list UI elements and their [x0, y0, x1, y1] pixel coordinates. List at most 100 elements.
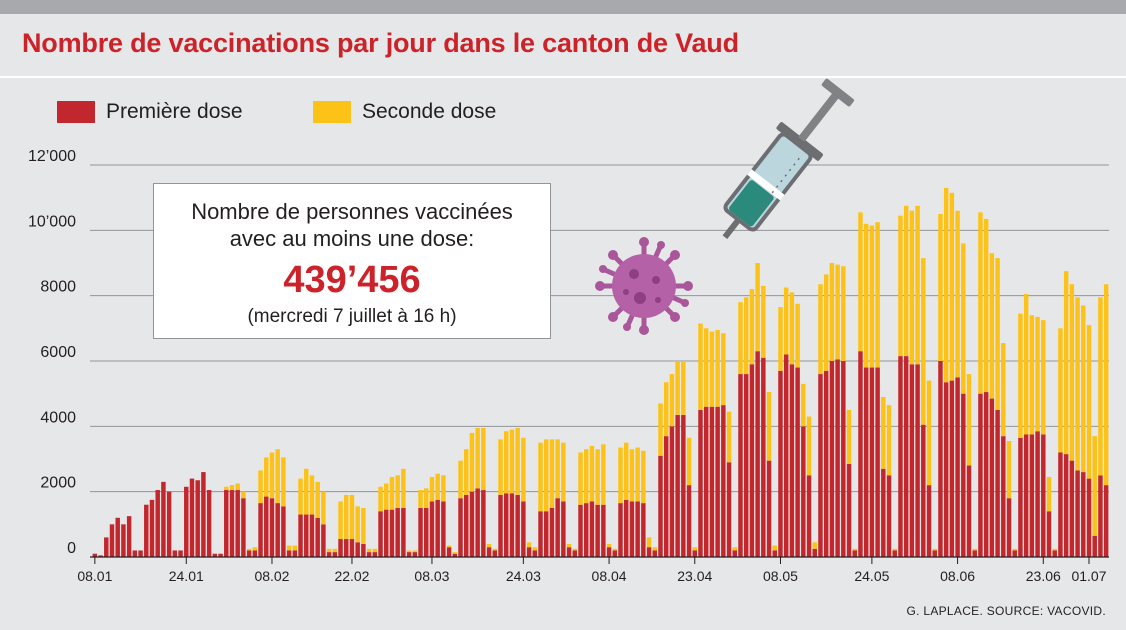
x-tick-label: 22.02: [334, 568, 369, 584]
bar-second-dose: [241, 491, 246, 499]
bar-second-dose: [909, 210, 915, 365]
bar-second-dose: [1006, 441, 1012, 499]
bar-first-dose: [1069, 460, 1075, 557]
bar-first-dose: [498, 494, 503, 557]
bar-first-dose: [526, 547, 532, 557]
bar-first-dose: [943, 382, 949, 557]
bar-second-dose: [601, 444, 606, 505]
bar-first-dose: [206, 490, 212, 557]
bar-first-dose: [406, 552, 412, 557]
bar-second-dose: [623, 442, 629, 500]
bar-second-dose: [698, 323, 703, 410]
bar-first-dose: [858, 351, 863, 557]
bar-first-dose: [761, 357, 766, 557]
bar-first-dose: [326, 552, 332, 557]
bar-second-dose: [429, 476, 435, 502]
bar-second-dose: [715, 329, 720, 407]
bar-second-dose: [526, 542, 532, 548]
bar-first-dose: [692, 550, 698, 557]
bar-second-dose: [772, 545, 777, 551]
legend-swatch-first-dose: [57, 101, 95, 123]
bar-first-dose: [703, 406, 709, 557]
bar-first-dose: [349, 539, 355, 557]
bar-second-dose: [538, 442, 543, 512]
bar-second-dose: [258, 470, 263, 504]
bar-second-dose: [743, 297, 749, 375]
bar-second-dose: [532, 547, 538, 551]
bar-second-dose: [452, 552, 458, 554]
bar-second-dose: [881, 396, 886, 469]
bar-second-dose: [658, 403, 663, 456]
bar-first-dose: [92, 553, 98, 557]
bar-first-dose: [629, 501, 635, 557]
bar-second-dose: [795, 303, 800, 368]
bar-second-dose: [926, 380, 932, 486]
bar-first-dose: [841, 361, 846, 557]
bar-first-dose: [315, 517, 320, 557]
bar-first-dose: [715, 406, 720, 557]
bar-first-dose: [1012, 550, 1017, 557]
bar-first-dose: [458, 498, 463, 557]
bar-second-dose: [1075, 297, 1080, 471]
bar-first-dose: [469, 491, 475, 557]
total-vaccinated-value: 439’456: [283, 259, 421, 301]
legend-swatch-second-dose: [313, 101, 351, 123]
bar-second-dose: [686, 437, 692, 486]
bar-second-dose: [635, 447, 640, 502]
x-tick-label: 23.06: [1026, 568, 1061, 584]
bar-second-dose: [641, 450, 646, 504]
bar-second-dose: [1086, 325, 1092, 479]
bar-first-dose: [121, 524, 126, 557]
bar-first-dose: [286, 550, 292, 557]
bar-first-dose: [766, 460, 772, 557]
bar-first-dose: [184, 486, 189, 557]
bar-second-dose: [732, 547, 737, 551]
bar-first-dose: [258, 503, 263, 557]
bar-second-dose: [595, 449, 600, 505]
bar-first-dose: [492, 550, 498, 557]
bar-first-dose: [418, 508, 423, 557]
bar-first-dose: [601, 504, 606, 557]
bar-second-dose: [418, 490, 423, 508]
bar-first-dose: [1018, 437, 1023, 557]
bar-second-dose: [349, 494, 355, 540]
bar-first-dose: [778, 370, 783, 557]
bar-first-dose: [481, 490, 486, 557]
bar-first-dose: [686, 485, 692, 557]
bar-first-dose: [384, 509, 389, 557]
x-axis: 08.01 24.01 08.02 22.02 08.03 24.03 08.04 23.04…: [77, 556, 1109, 584]
bar-second-dose: [1063, 271, 1069, 455]
bar-first-dose: [309, 514, 315, 557]
bar-first-dose: [281, 506, 286, 557]
bar-second-dose: [366, 548, 372, 553]
bar-first-dose: [909, 364, 915, 557]
bar-first-dose: [149, 499, 155, 557]
bar-second-dose: [955, 210, 960, 378]
bar-second-dose: [646, 537, 652, 548]
bar-first-dose: [549, 508, 555, 557]
bar-second-dose: [806, 416, 812, 476]
bar-second-dose: [681, 361, 686, 415]
bar-second-dose: [829, 263, 835, 361]
infobox-date: (mercredi 7 juillet à 16 h): [247, 306, 457, 327]
bar-first-dose: [881, 468, 886, 557]
x-tick-label: 08.03: [414, 568, 449, 584]
bar-second-dose: [389, 476, 395, 510]
bar-first-dose: [806, 475, 812, 557]
x-tick-label: 08.05: [763, 568, 798, 584]
bar-first-dose: [515, 494, 520, 557]
legend-label-first-dose: Première dose: [106, 100, 243, 123]
bar-second-dose: [675, 361, 680, 415]
bar-second-dose: [835, 264, 840, 360]
bar-first-dose: [338, 539, 343, 557]
bar-first-dose: [366, 552, 372, 557]
y-tick-label: 12’000: [28, 148, 76, 165]
bar-second-dose: [309, 475, 315, 515]
bar-second-dose: [372, 548, 378, 553]
bar-second-dose: [469, 432, 475, 492]
bar-first-dose: [646, 547, 652, 557]
bar-first-dose: [863, 367, 869, 557]
bar-second-dose: [326, 548, 332, 553]
